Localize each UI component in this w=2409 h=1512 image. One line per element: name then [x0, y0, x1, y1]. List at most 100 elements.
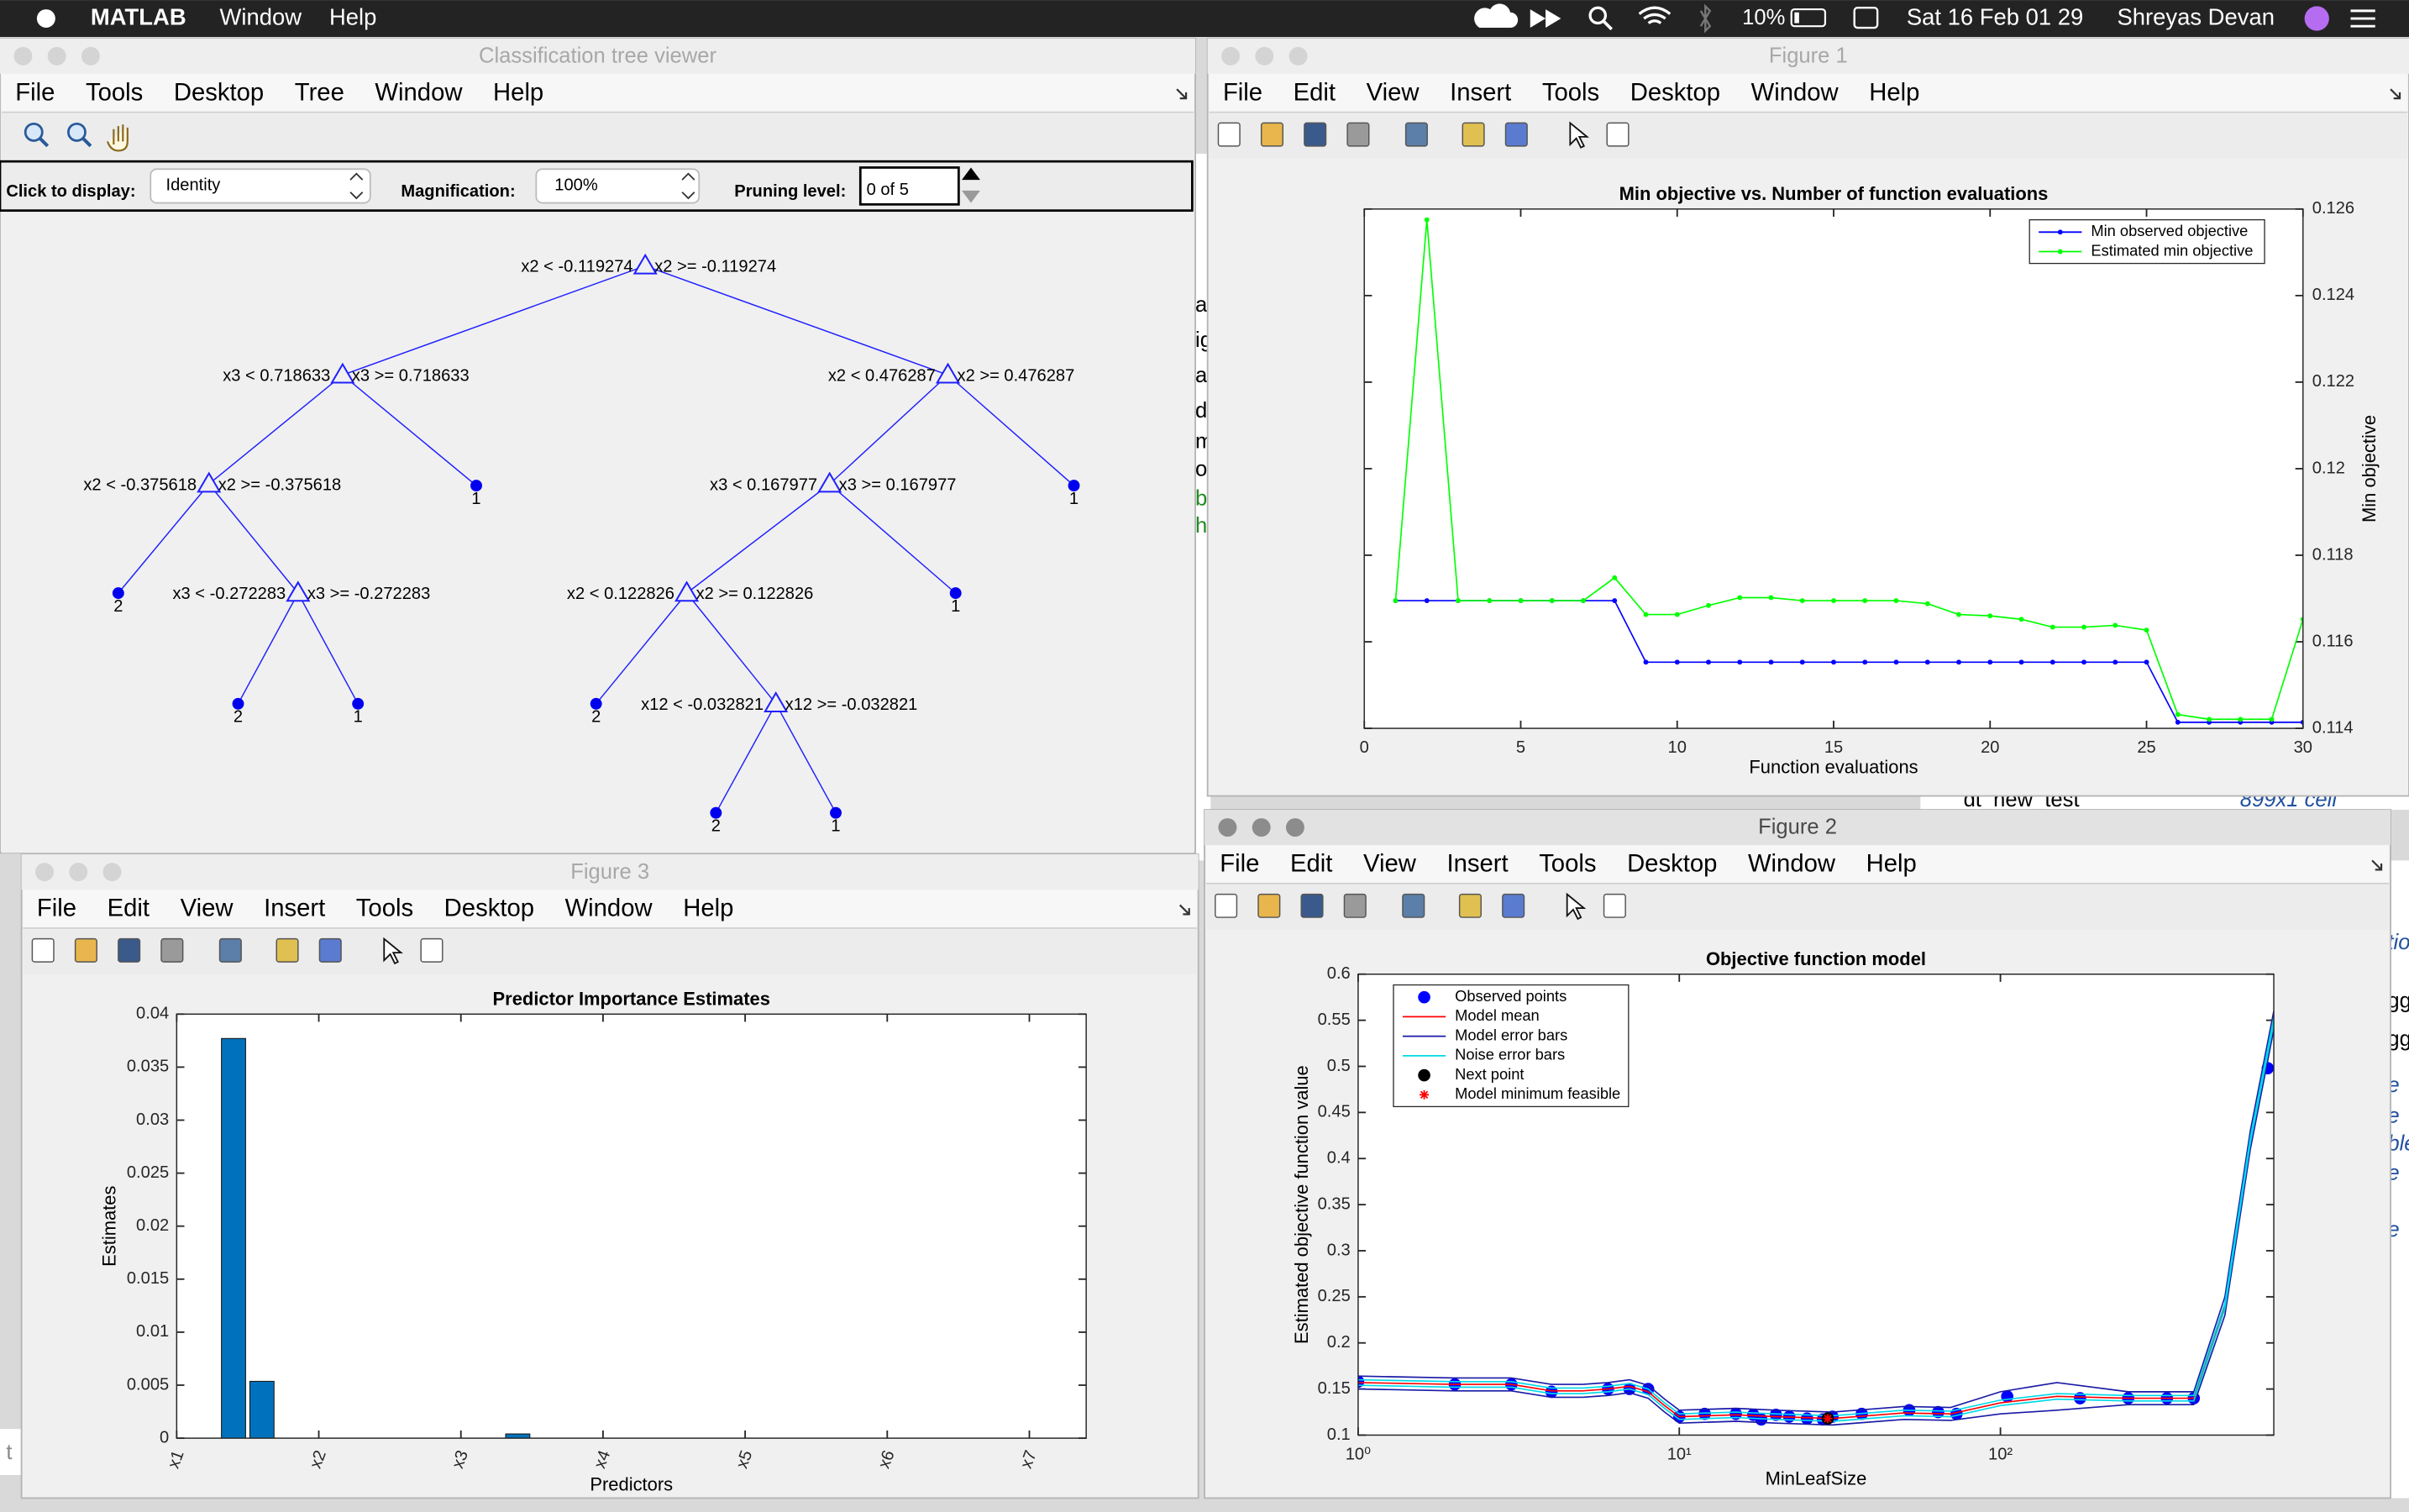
leaf-node[interactable]: [590, 697, 602, 710]
toolbar-button[interactable]: [1569, 121, 1590, 149]
toolbar-button[interactable]: [1402, 893, 1425, 918]
calendar-icon[interactable]: [1853, 7, 1879, 29]
leaf-node[interactable]: [949, 587, 962, 600]
menu-item[interactable]: Window: [565, 895, 653, 922]
date-time[interactable]: Sat 16 Feb 01 29: [1907, 3, 2083, 29]
apple-icon[interactable]: [36, 9, 55, 29]
menu-item[interactable]: Desktop: [1627, 851, 1717, 878]
toolbar-button[interactable]: [67, 122, 87, 142]
toolbar-button[interactable]: [74, 937, 97, 963]
menu-item[interactable]: Desktop: [1630, 79, 1720, 106]
window-button[interactable]: [35, 863, 55, 882]
search-icon[interactable]: [1603, 20, 1613, 31]
battery-icon[interactable]: [1790, 8, 1827, 28]
split-node[interactable]: [286, 580, 311, 602]
leaf-node[interactable]: [830, 806, 842, 819]
split-node[interactable]: [197, 471, 222, 493]
menu-item[interactable]: View: [1363, 851, 1417, 878]
undock-arrow[interactable]: [1178, 904, 1190, 916]
undock-arrow[interactable]: [2371, 859, 2383, 871]
toolbar-button[interactable]: [276, 937, 299, 963]
pruning-down[interactable]: [962, 190, 980, 203]
cloud-icon[interactable]: [1474, 3, 1519, 29]
toolbar-button[interactable]: [1346, 122, 1370, 147]
window-button[interactable]: [1255, 46, 1274, 66]
menu-item[interactable]: File: [1220, 851, 1259, 878]
window-button[interactable]: [47, 46, 66, 66]
menu-item[interactable]: Tools: [86, 79, 143, 106]
dropdown-value[interactable]: Identity: [166, 176, 222, 195]
wifi-icon[interactable]: [1638, 6, 1672, 24]
menu-item[interactable]: Edit: [108, 895, 150, 922]
menu-item[interactable]: Edit: [1294, 79, 1336, 106]
menu-item[interactable]: File: [15, 79, 55, 106]
undock-arrow[interactable]: [1176, 88, 1188, 100]
window-button[interactable]: [1285, 818, 1304, 837]
split-node[interactable]: [632, 253, 658, 275]
toolbar-button[interactable]: [1257, 893, 1281, 918]
menu-item[interactable]: File: [1223, 79, 1262, 106]
menu-item[interactable]: Help: [1869, 79, 1919, 106]
toolbar-button[interactable]: [24, 122, 44, 142]
menu-item[interactable]: Window: [375, 79, 463, 106]
user-name[interactable]: Shreyas Devan: [2117, 3, 2274, 29]
leaf-node[interactable]: [470, 480, 482, 492]
menu-item[interactable]: View: [181, 895, 234, 922]
menu-item[interactable]: File: [37, 895, 76, 922]
menu-item[interactable]: Edit: [1290, 851, 1332, 878]
split-node[interactable]: [674, 580, 700, 602]
window-button[interactable]: [1218, 818, 1237, 837]
toolbar-button[interactable]: [383, 937, 403, 965]
menu-item[interactable]: Help: [329, 3, 376, 29]
toolbar-button[interactable]: [1404, 122, 1428, 147]
window-button[interactable]: [1252, 818, 1271, 837]
window-button[interactable]: [69, 863, 88, 882]
leaf-node[interactable]: [1068, 480, 1080, 492]
pruning-up[interactable]: [962, 167, 980, 181]
app-name[interactable]: MATLAB: [91, 3, 186, 29]
notification-icon[interactable]: [2350, 9, 2375, 28]
menu-item[interactable]: Desktop: [174, 79, 264, 106]
menu-item[interactable]: View: [1367, 79, 1420, 106]
toolbar-button[interactable]: [1462, 122, 1485, 147]
menu-item[interactable]: Tools: [356, 895, 413, 922]
toolbar-button[interactable]: [1304, 122, 1327, 147]
toolbar-button[interactable]: [1260, 122, 1284, 147]
toolbar-button[interactable]: [39, 137, 50, 148]
menu-item[interactable]: Insert: [1450, 79, 1511, 106]
toolbar-button[interactable]: [1300, 893, 1324, 918]
toolbar-button[interactable]: [160, 937, 184, 963]
window-button[interactable]: [102, 863, 122, 882]
split-node[interactable]: [935, 362, 961, 384]
window-button[interactable]: [81, 46, 100, 66]
dropdown-value[interactable]: 100%: [554, 176, 598, 195]
split-node[interactable]: [764, 691, 789, 712]
menu-item[interactable]: Tools: [1542, 79, 1599, 106]
split-node[interactable]: [817, 471, 842, 493]
leaf-node[interactable]: [710, 806, 722, 819]
dropdown-arrows[interactable]: [681, 172, 695, 200]
leaf-node[interactable]: [112, 587, 124, 600]
toolbar-button[interactable]: [1603, 893, 1626, 918]
toolbar-button[interactable]: [1458, 893, 1482, 918]
menu-item[interactable]: Help: [493, 79, 543, 106]
dropdown[interactable]: [535, 168, 701, 204]
toolbar-button[interactable]: [1217, 122, 1241, 147]
menu-item[interactable]: Tools: [1539, 851, 1596, 878]
split-node[interactable]: [330, 362, 355, 384]
dropdown[interactable]: [150, 168, 371, 204]
search-icon[interactable]: [1588, 6, 1608, 25]
menu-item[interactable]: Tree: [295, 79, 344, 106]
window-button[interactable]: [1288, 46, 1308, 66]
window-button[interactable]: [13, 46, 33, 66]
toolbar-button[interactable]: [1215, 893, 1238, 918]
menu-item[interactable]: Desktop: [444, 895, 534, 922]
dropdown-arrows[interactable]: [349, 172, 364, 200]
menu-item[interactable]: Window: [220, 3, 302, 29]
bluetooth-icon[interactable]: [1699, 3, 1712, 34]
toolbar-button[interactable]: [218, 937, 242, 963]
toolbar-button[interactable]: [1566, 892, 1587, 921]
menu-item[interactable]: Help: [683, 895, 733, 922]
toolbar-button[interactable]: [1504, 122, 1528, 147]
toolbar-button[interactable]: [106, 124, 129, 152]
